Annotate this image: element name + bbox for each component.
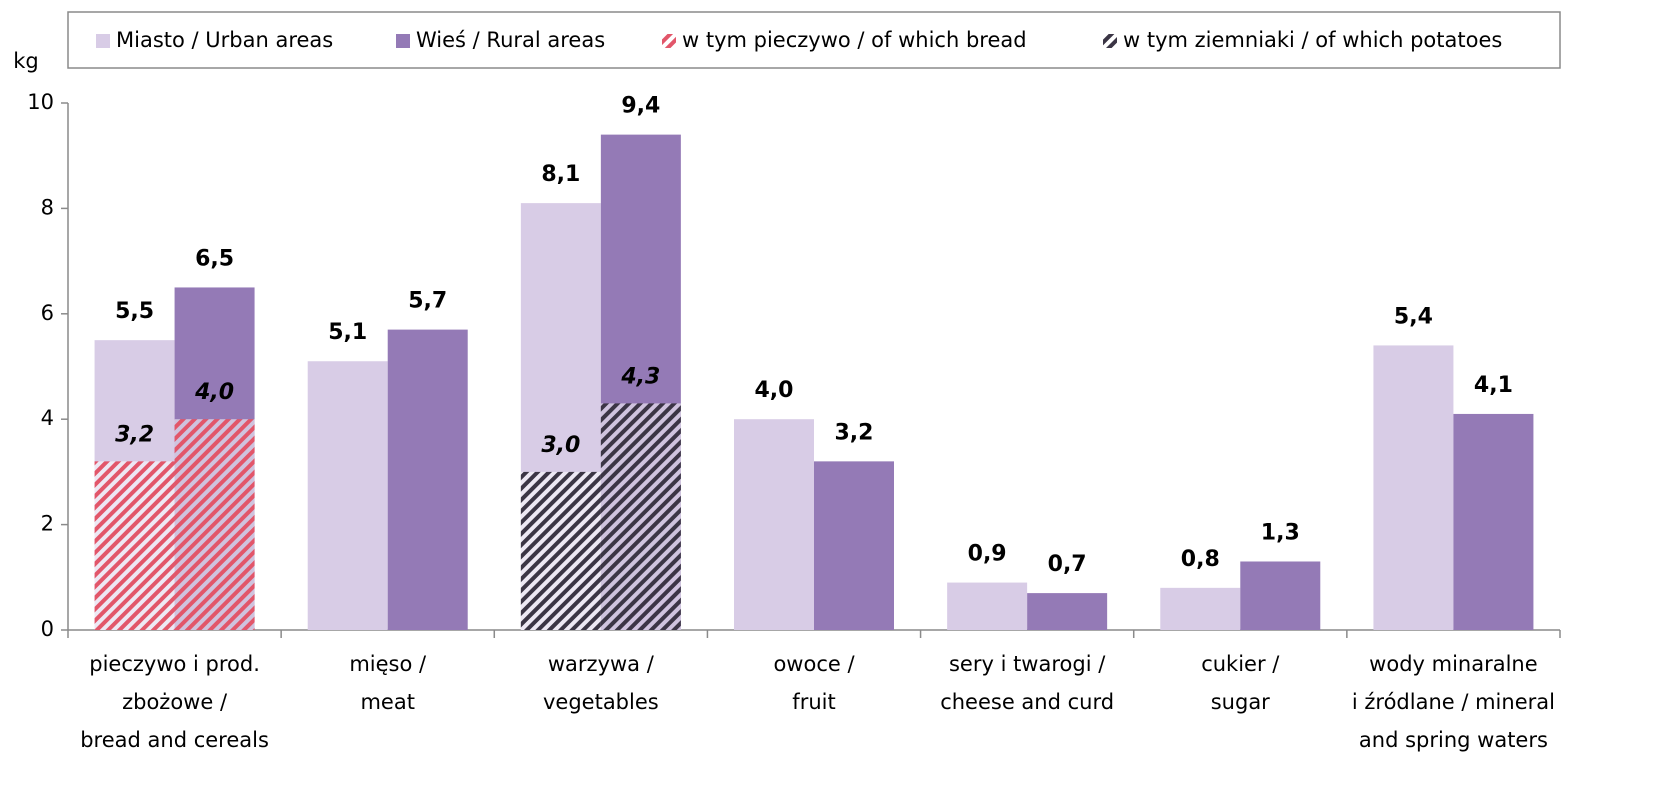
overlay-value-label: 4,3 (620, 364, 660, 389)
x-tick-label: mięso / meat (349, 652, 427, 714)
value-label: 0,8 (1181, 547, 1220, 572)
y-tick-label: 2 (41, 512, 54, 536)
x-tick-label-line: fruit (792, 690, 835, 714)
x-tick-label-line: mięso / (349, 652, 427, 676)
x-tick-label-line: zbożowe / (122, 690, 228, 714)
legend-swatch (662, 34, 676, 48)
x-tick-label-line: vegetables (543, 690, 659, 714)
legend-label: w tym ziemniaki / of which potatoes (1123, 28, 1502, 52)
legend-box (67, 11, 1561, 69)
y-tick-label: 8 (41, 195, 54, 219)
value-label: 6,5 (195, 246, 234, 271)
y-tick-label: 0 (41, 617, 54, 641)
x-tick-label-line: cukier / (1201, 652, 1280, 676)
legend-label: Wieś / Rural areas (416, 28, 605, 52)
value-label: 4,1 (1474, 373, 1513, 398)
legend-label: w tym pieczywo / of which bread (682, 28, 1027, 52)
x-tick-label-line: bread and cereals (80, 728, 269, 752)
bar (814, 461, 894, 630)
y-tick-label: 6 (41, 301, 54, 325)
x-tick-label-line: sugar (1211, 690, 1270, 714)
value-label: 1,3 (1261, 520, 1300, 545)
overlay-value-label: 3,2 (115, 422, 154, 447)
bar (1453, 413, 1534, 630)
value-label: 9,4 (621, 94, 660, 119)
value-label: 5,5 (115, 299, 154, 324)
x-tick-label-line: i źródlane / mineral (1352, 690, 1555, 714)
legend-swatch (96, 34, 110, 48)
value-label: 8,1 (541, 162, 580, 187)
y-tick-label: 10 (27, 90, 54, 114)
x-tick-label-line: owoce / (773, 652, 855, 676)
bar (387, 329, 468, 630)
x-tick-label-line: meat (360, 690, 414, 714)
legend-swatch (1103, 34, 1117, 48)
bar (600, 403, 681, 630)
y-axis-label: kg (13, 49, 39, 73)
x-tick-label-line: pieczywo i prod. (89, 652, 260, 676)
bar (1160, 587, 1241, 630)
value-label: 5,4 (1394, 304, 1433, 329)
bar (734, 419, 814, 630)
bar (174, 419, 255, 630)
overlay-value-label: 3,0 (541, 433, 580, 458)
legend-label: Miasto / Urban areas (116, 28, 333, 52)
value-label: 5,7 (408, 289, 447, 314)
value-label: 4,0 (755, 378, 794, 403)
x-tick-label-line: sery i twarogi / (949, 652, 1106, 676)
value-label: 0,9 (968, 542, 1007, 567)
overlay-value-label: 4,0 (194, 380, 234, 405)
bar (1373, 345, 1454, 630)
value-label: 0,7 (1048, 552, 1087, 577)
bar (1027, 593, 1108, 630)
legend-swatch (396, 34, 410, 48)
x-tick-label-line: cheese and curd (940, 690, 1114, 714)
bar (520, 471, 601, 630)
x-tick-label-line: warzywa / (548, 652, 655, 676)
x-tick-label-line: and spring waters (1359, 728, 1548, 752)
bar (94, 461, 175, 630)
x-tick-label-line: wody minaralne (1369, 652, 1538, 676)
x-tick-label: pieczywo i prod. zbożowe / bread and cerea… (80, 652, 269, 752)
x-tick-label: warzywa / vegetables (543, 652, 659, 714)
x-tick-label: sery i twarogi / cheese and curd (940, 652, 1114, 714)
value-label: 3,2 (835, 420, 874, 445)
bar (307, 361, 388, 630)
y-tick-label: 4 (41, 406, 54, 430)
bar (1240, 561, 1321, 630)
x-tick-label: owoce / fruit (773, 652, 855, 714)
bar (947, 582, 1028, 630)
value-label: 5,1 (328, 320, 367, 345)
x-tick-label: cukier / sugar (1201, 652, 1280, 714)
x-tick-label: wody minaralne i źródlane / mineral and sp… (1352, 652, 1555, 752)
